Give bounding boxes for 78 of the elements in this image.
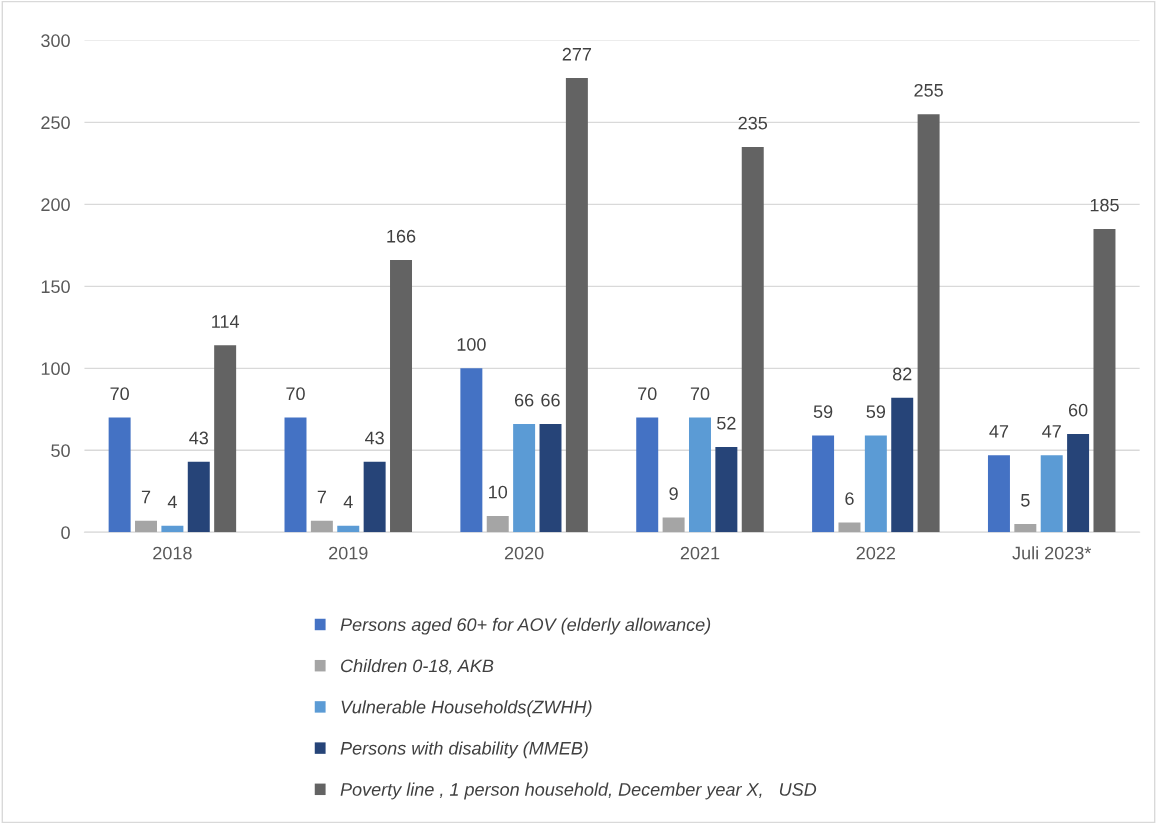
y-tick-label: 300 [41,34,70,48]
data-label: 60 [1068,403,1088,417]
data-label: 59 [813,405,833,419]
bar [486,515,509,533]
x-tick-label: 2021 [680,546,720,560]
y-tick-label: 100 [41,362,70,376]
bar [812,435,835,533]
bar [214,345,237,533]
bar [741,146,764,533]
y-tick-label: 0 [61,526,70,540]
data-label: 4 [167,495,177,509]
bar [284,417,307,533]
bar [187,461,210,533]
x-tick-label: Juli 2023* [1012,546,1092,560]
data-label: 70 [286,387,305,401]
bar [460,368,483,533]
bar [513,424,536,533]
data-label: 100 [457,338,486,351]
legend-label: Persons with disability (MMEB) [340,741,588,759]
bar [1040,455,1063,533]
bar [864,435,887,533]
y-tick-label: 150 [41,280,70,294]
data-label: 6 [845,492,854,506]
bar [135,520,157,533]
data-label: 277 [562,47,592,61]
data-label: 70 [638,387,657,401]
bar [161,525,184,533]
bar [1014,524,1037,533]
data-label: 82 [892,367,912,381]
x-tick-label: 2020 [504,546,544,560]
bar [917,114,940,533]
legend-label: Poverty line , 1 person household, December year X, USD [340,782,817,800]
x-tick-label: 2022 [856,546,896,560]
data-label: 7 [317,490,326,504]
bar [390,260,413,533]
data-label: 47 [989,425,1009,438]
data-label: 9 [669,487,678,501]
data-label: 255 [914,83,943,97]
bar [565,78,588,533]
data-label: 114 [212,315,240,328]
bar [1093,228,1116,533]
data-label: 66 [515,393,534,407]
bar [636,417,659,533]
data-label: 47 [1042,425,1061,438]
data-label: 70 [110,387,129,401]
data-label: 70 [690,387,710,401]
x-tick-label: 2018 [153,546,192,560]
x-tick-label: 2019 [329,546,368,560]
bar [310,520,333,533]
data-label: 52 [717,416,736,430]
bar [363,461,386,533]
bar [838,522,861,533]
data-label: 10 [489,485,508,499]
data-label: 185 [1090,198,1119,212]
data-label: 166 [387,229,416,243]
data-label: 59 [866,405,886,419]
legend-label: Children 0-18, AKB [341,658,494,675]
bar [688,417,711,533]
data-label: 43 [365,431,384,445]
bar [715,447,738,533]
data-label: 43 [189,431,209,445]
data-label: 7 [141,490,151,504]
y-tick-label: 50 [51,444,70,458]
y-tick-label: 200 [41,198,70,212]
legend-label: Persons aged 60+ for AOV (elderly allowance) [340,617,711,635]
y-tick-label: 250 [41,116,70,130]
bar [1067,433,1090,533]
bar [108,417,131,533]
bar [987,455,1010,533]
bar [539,424,562,533]
bar [337,525,360,533]
data-label: 5 [1021,494,1030,507]
data-label: 235 [738,116,768,130]
bar [891,397,914,533]
data-label: 4 [343,495,353,509]
data-label: 66 [541,393,560,407]
bar [662,517,685,533]
legend-label: Vulnerable Households(ZWHH) [341,700,592,717]
